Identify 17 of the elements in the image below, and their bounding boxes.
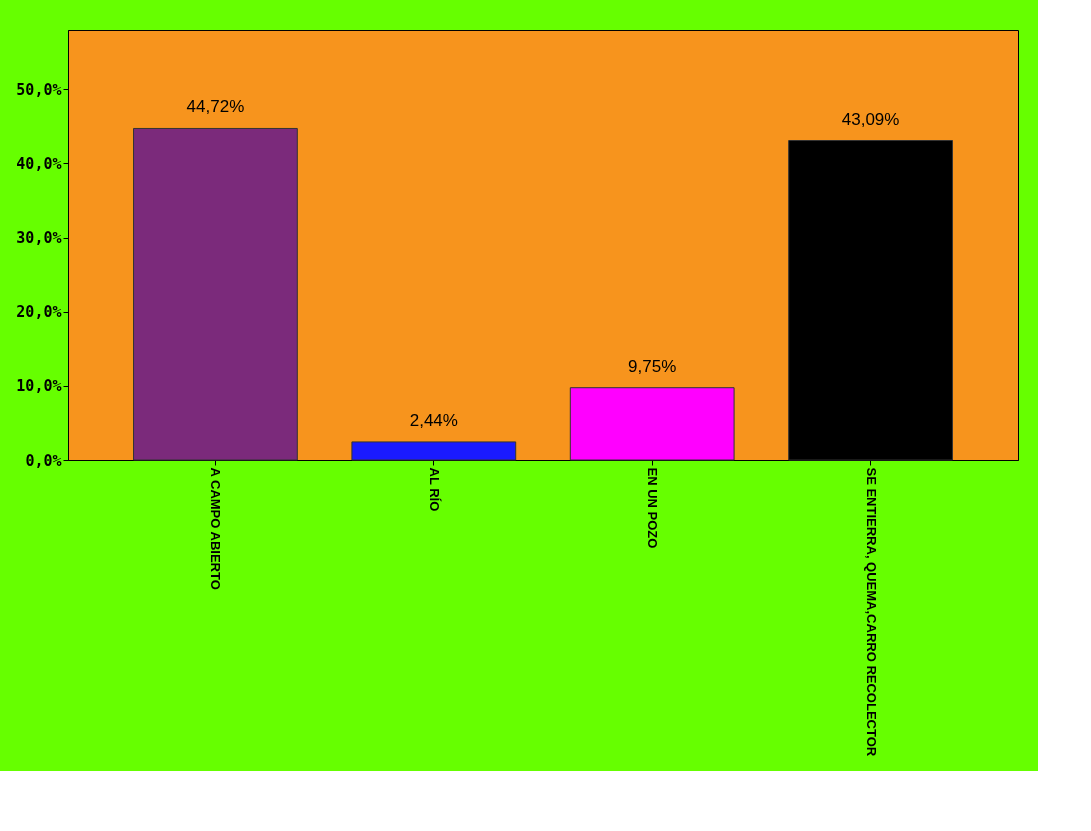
bar xyxy=(569,387,735,461)
x-tick-label: SE ENTIERRA, QUEMA,CARRO RECOLECTOR xyxy=(863,467,879,757)
y-tick-label: 50,0% xyxy=(16,80,62,99)
data-label: 43,09% xyxy=(841,109,900,129)
y-tick-label: 20,0% xyxy=(16,303,62,322)
y-tick-label: 0,0% xyxy=(25,451,62,470)
x-tick-label: EN UN POZO xyxy=(645,467,661,549)
bar xyxy=(133,127,298,461)
bar xyxy=(351,441,517,461)
y-tick-label: 10,0% xyxy=(16,377,62,396)
data-label: 9,75% xyxy=(628,356,677,376)
x-tick-label: A CAMPO ABIERTO xyxy=(208,467,224,590)
x-tick-label: AL RÍO xyxy=(426,467,442,512)
data-label: 44,72% xyxy=(186,97,245,117)
data-label: 2,44% xyxy=(409,410,458,430)
y-tick-label: 30,0% xyxy=(16,229,62,248)
y-tick-label: 40,0% xyxy=(16,154,62,173)
